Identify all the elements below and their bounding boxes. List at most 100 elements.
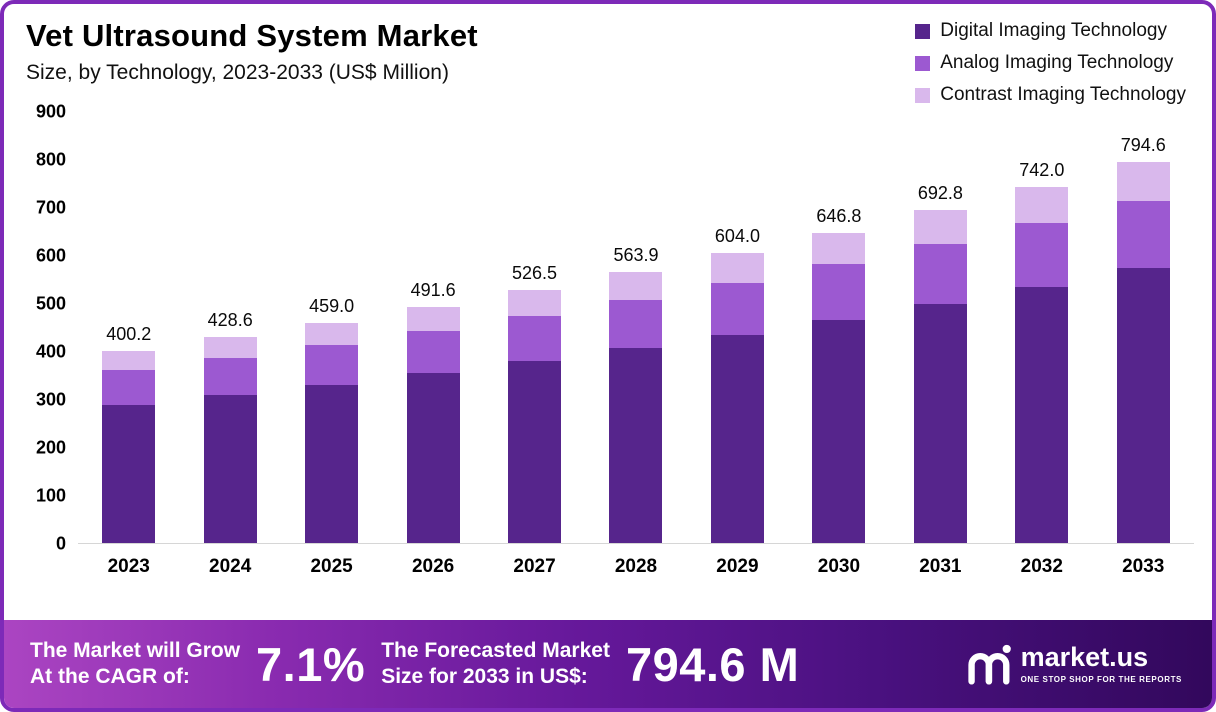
x-tick-label: 2027	[513, 556, 556, 577]
bar-total-label: 604.0	[714, 226, 760, 247]
x-tick-label: 2023	[107, 556, 150, 577]
bar-segment-analog	[203, 358, 257, 396]
market-us-logo-icon	[967, 644, 1011, 685]
bar-total-label: 491.6	[410, 280, 456, 301]
legend-label: Digital Imaging Technology	[940, 20, 1167, 41]
bar-total-label: 794.6	[1120, 134, 1166, 155]
bar-total-label: 692.8	[917, 183, 963, 204]
brand-text: market.us ONE STOP SHOP FOR THE REPORTS	[1021, 644, 1182, 685]
header: Vet Ultrasound System Market Size, by Te…	[4, 4, 1212, 106]
bar-stack	[710, 253, 764, 543]
x-tick-label: 2032	[1020, 556, 1063, 577]
bar-column: 459.0	[281, 112, 382, 543]
bar-total-label: 400.2	[106, 323, 152, 344]
x-tick-label: 2030	[817, 556, 861, 577]
bar-segment-analog	[508, 315, 562, 362]
bar-segment-analog	[406, 330, 460, 374]
forecast-label: The Forecasted Market Size for 2033 in U…	[381, 639, 610, 688]
y-tick-label: 0	[55, 533, 66, 554]
bar-segment-digital	[913, 303, 967, 543]
y-tick-label: 800	[35, 149, 66, 170]
bar-stack	[913, 210, 967, 543]
bar-column: 604.0	[687, 112, 788, 543]
x-tick-label: 2024	[209, 556, 252, 577]
y-tick-label: 300	[35, 389, 66, 410]
x-axis-row: 2023 2024 2025 2026 2027 2028 2029 2030 2031 2032…	[14, 556, 1194, 578]
bar-column: 563.9	[585, 112, 686, 543]
bar-segment-contrast	[508, 290, 562, 316]
footer-banner: The Market will Grow At the CAGR of: 7.1…	[4, 620, 1212, 708]
y-tick-label: 900	[35, 101, 66, 122]
legend-label: Analog Imaging Technology	[940, 52, 1174, 73]
y-tick-label: 700	[35, 197, 66, 218]
bar-column: 692.8	[890, 112, 991, 543]
x-axis-spacer	[14, 556, 78, 578]
bar-segment-analog	[102, 370, 156, 405]
forecast-value: 794.6 M	[625, 637, 800, 691]
bar-segment-contrast	[102, 350, 156, 371]
y-tick-label: 400	[35, 341, 66, 362]
bar-total-label: 646.8	[816, 205, 862, 226]
bar-segment-contrast	[406, 307, 460, 331]
bar-total-label: 526.5	[512, 263, 558, 284]
x-tick-label: 2025	[310, 556, 353, 577]
bar-segment-digital	[508, 361, 562, 543]
bar-segment-digital	[305, 384, 359, 543]
x-tick-label: 2029	[716, 556, 759, 577]
bar-segment-contrast	[1116, 161, 1170, 201]
legend-swatch-contrast-icon	[915, 87, 931, 103]
bar-total-label: 742.0	[1019, 159, 1065, 180]
bar-column: 400.2	[78, 112, 179, 543]
legend-item-contrast: Contrast Imaging Technology	[915, 84, 1186, 106]
cagr-value: 7.1%	[256, 637, 366, 691]
bar-segment-analog	[1116, 200, 1170, 269]
y-tick-label: 200	[35, 437, 66, 458]
x-tick-label: 2033	[1122, 556, 1165, 577]
bar-segment-digital	[1015, 286, 1069, 543]
bar-segment-digital	[710, 334, 764, 543]
page-subtitle: Size, by Technology, 2023-2033 (US$ Mill…	[26, 61, 449, 84]
bar-column: 794.6	[1093, 112, 1194, 543]
bar-stack	[508, 290, 562, 543]
bar-stack	[203, 337, 257, 543]
bar-total-label: 459.0	[309, 295, 355, 316]
bar-column: 646.8	[788, 112, 889, 543]
x-tick-label: 2028	[614, 556, 658, 577]
bar-segment-digital	[102, 404, 156, 543]
bar-segment-analog	[913, 244, 967, 304]
bar-segment-digital	[203, 395, 257, 543]
bar-column: 742.0	[991, 112, 1092, 543]
bar-column: 491.6	[382, 112, 483, 543]
plot-area: 400.2 428.6 459.0 491.6 526.5 563.9 604.0 646.8…	[78, 112, 1194, 544]
bar-segment-analog	[710, 282, 764, 335]
bar-segment-analog	[1015, 223, 1069, 287]
bar-total-label: 428.6	[207, 310, 253, 331]
bar-stack	[102, 350, 156, 543]
legend-item-analog: Analog Imaging Technology	[915, 52, 1186, 74]
bar-segment-contrast	[812, 232, 866, 265]
bar-stack	[812, 232, 866, 543]
y-tick-label: 600	[35, 245, 66, 266]
bar-segment-contrast	[203, 337, 257, 359]
x-tick-label: 2031	[919, 556, 962, 577]
legend-item-digital: Digital Imaging Technology	[915, 20, 1186, 42]
bar-stack	[609, 272, 663, 543]
bar-column: 428.6	[179, 112, 280, 543]
bar-segment-contrast	[609, 272, 663, 300]
chart-area: 900 800 700 600 500 400 300 200 100 0 400.2 428.6 4…	[4, 102, 1212, 578]
x-tick-label: 2026	[411, 556, 455, 577]
x-axis: 2023 2024 2025 2026 2027 2028 2029 2030 2031 2032…	[78, 556, 1194, 578]
legend-swatch-analog-icon	[915, 55, 931, 71]
bar-segment-analog	[305, 344, 359, 385]
bar-segment-analog	[609, 299, 663, 349]
brand-block: market.us ONE STOP SHOP FOR THE REPORTS	[965, 643, 1182, 685]
bar-stack	[1116, 161, 1170, 543]
y-axis: 900 800 700 600 500 400 300 200 100 0	[14, 102, 78, 554]
bar-segment-contrast	[710, 253, 764, 283]
bar-segment-digital	[609, 348, 663, 543]
bar-stack	[1015, 186, 1069, 543]
title-block: Vet Ultrasound System Market Size, by Te…	[26, 18, 478, 106]
legend-swatch-digital-icon	[915, 23, 931, 39]
y-tick-label: 500	[35, 293, 66, 314]
